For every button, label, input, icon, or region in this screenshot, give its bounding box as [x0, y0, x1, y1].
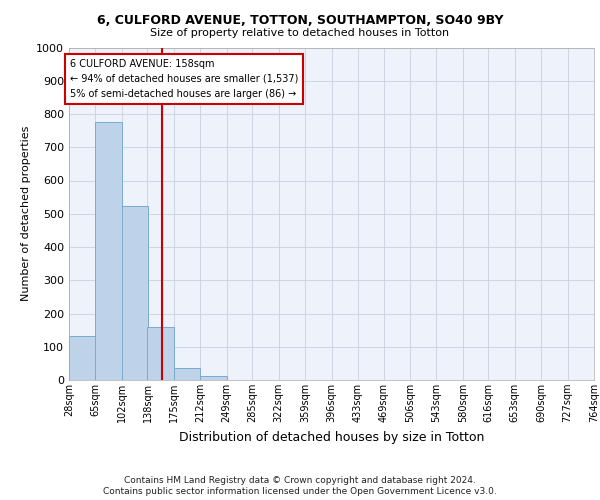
- Text: 6 CULFORD AVENUE: 158sqm
← 94% of detached houses are smaller (1,537)
5% of semi: 6 CULFORD AVENUE: 158sqm ← 94% of detach…: [70, 59, 298, 98]
- Text: Size of property relative to detached houses in Totton: Size of property relative to detached ho…: [151, 28, 449, 38]
- Text: Contains HM Land Registry data © Crown copyright and database right 2024.: Contains HM Land Registry data © Crown c…: [124, 476, 476, 485]
- Bar: [174, 368, 200, 380]
- Bar: [69, 336, 95, 380]
- Text: Contains public sector information licensed under the Open Government Licence v3: Contains public sector information licen…: [103, 487, 497, 496]
- X-axis label: Distribution of detached houses by size in Totton: Distribution of detached houses by size …: [179, 430, 484, 444]
- Y-axis label: Number of detached properties: Number of detached properties: [20, 126, 31, 302]
- Bar: [122, 206, 148, 380]
- Bar: [200, 376, 227, 380]
- Bar: [148, 327, 174, 380]
- Bar: [95, 122, 122, 380]
- Text: 6, CULFORD AVENUE, TOTTON, SOUTHAMPTON, SO40 9BY: 6, CULFORD AVENUE, TOTTON, SOUTHAMPTON, …: [97, 14, 503, 27]
